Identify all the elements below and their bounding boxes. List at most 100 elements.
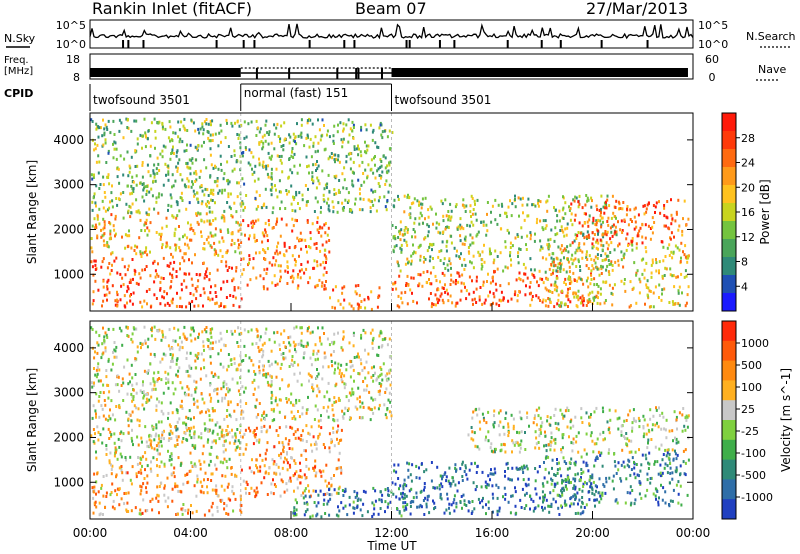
heatmap-cell [561, 433, 564, 437]
heatmap-cell [475, 234, 478, 238]
heatmap-cell [472, 290, 475, 294]
heatmap-cell [507, 205, 510, 209]
heatmap-cell [153, 117, 156, 121]
heatmap-cell [148, 229, 151, 233]
heatmap-cell [568, 205, 570, 209]
heatmap-cell [600, 216, 603, 220]
heatmap-cell [683, 199, 686, 203]
heatmap-cell [574, 195, 577, 199]
heatmap-cell [202, 444, 205, 448]
heatmap-cell [631, 240, 633, 244]
heatmap-cell [559, 229, 562, 232]
heatmap-cell [291, 217, 294, 221]
heatmap-cell [212, 166, 215, 170]
heatmap-cell [677, 480, 680, 484]
heatmap-cell [227, 178, 230, 182]
heatmap-cell [291, 150, 294, 154]
heatmap-cell [314, 135, 317, 139]
heatmap-cell [514, 198, 516, 201]
heatmap-cell [348, 495, 351, 499]
heatmap-cell [582, 299, 585, 303]
heatmap-cell [176, 291, 178, 295]
heatmap-cell [155, 272, 158, 276]
heatmap-cell [669, 462, 672, 465]
heatmap-cell [364, 376, 367, 380]
heatmap-cell [380, 174, 383, 178]
heatmap-cell [186, 428, 189, 432]
heatmap-cell [192, 293, 195, 297]
heatmap-cell [140, 489, 143, 493]
heatmap-cell [149, 174, 152, 178]
heatmap-cell [596, 283, 598, 286]
heatmap-cell [587, 469, 590, 473]
heatmap-cell [230, 155, 233, 158]
heatmap-cell [235, 269, 238, 273]
heatmap-cell [139, 512, 142, 516]
heatmap-cell [620, 479, 623, 483]
heatmap-cell [305, 344, 308, 348]
heatmap-cell [498, 304, 501, 307]
heatmap-cell [661, 498, 664, 502]
heatmap-cell [265, 167, 268, 171]
heatmap-cell [102, 513, 104, 516]
heatmap-cell [327, 207, 330, 211]
heatmap-cell [152, 427, 155, 431]
heatmap-cell [591, 488, 594, 492]
heatmap-cell [177, 135, 180, 139]
heatmap-cell [578, 221, 581, 225]
heatmap-cell [164, 145, 167, 149]
heatmap-cell [151, 497, 154, 501]
heatmap-cell [203, 513, 206, 517]
heatmap-cell [301, 438, 304, 442]
heatmap-cell [285, 458, 288, 462]
heatmap-cell [146, 509, 149, 512]
heatmap-cell [237, 137, 240, 140]
heatmap-cell [412, 500, 415, 504]
heatmap-cell [418, 282, 421, 286]
heatmap-cell [599, 292, 602, 296]
heatmap-cell [205, 270, 208, 274]
heatmap-cell [457, 225, 460, 229]
heatmap-cell [257, 205, 260, 209]
heatmap-cell [146, 464, 149, 468]
heatmap-cell [208, 222, 211, 226]
heatmap-cell [588, 478, 591, 482]
heatmap-cell [525, 484, 528, 488]
heatmap-cell [120, 439, 123, 443]
heatmap-cell [427, 208, 430, 212]
heatmap-cell [522, 478, 525, 482]
heatmap-cell [628, 439, 631, 443]
heatmap-cell [167, 449, 169, 453]
heatmap-cell [337, 299, 340, 303]
heatmap-cell [522, 279, 525, 283]
heatmap-cell [157, 195, 160, 199]
heatmap-cell [148, 444, 151, 448]
heatmap-cell [662, 486, 665, 490]
heatmap-cell [592, 296, 595, 300]
heatmap-cell [275, 220, 278, 224]
heatmap-cell [402, 487, 405, 491]
heatmap-cell [173, 444, 176, 448]
heatmap-cell [233, 149, 236, 153]
heatmap-cell [410, 276, 413, 280]
heatmap-cell [587, 236, 590, 239]
heatmap-cell [627, 413, 630, 417]
heatmap-cell [196, 477, 199, 481]
heatmap-cell [376, 353, 379, 357]
heatmap-cell [319, 225, 321, 229]
heatmap-cell [610, 291, 613, 295]
heatmap-cell [685, 418, 688, 422]
heatmap-cell [334, 160, 336, 164]
heatmap-cell [660, 240, 663, 244]
heatmap-cell [128, 234, 131, 238]
heatmap-cell [359, 197, 362, 201]
heatmap-cell [599, 432, 602, 436]
heatmap-cell [294, 140, 296, 144]
heatmap-cell [313, 501, 316, 504]
heatmap-cell [135, 327, 138, 331]
heatmap-cell [275, 429, 278, 433]
heatmap-cell [342, 129, 345, 133]
heatmap-cell [313, 242, 316, 246]
heatmap-cell [432, 242, 435, 246]
heatmap-cell [238, 243, 240, 247]
